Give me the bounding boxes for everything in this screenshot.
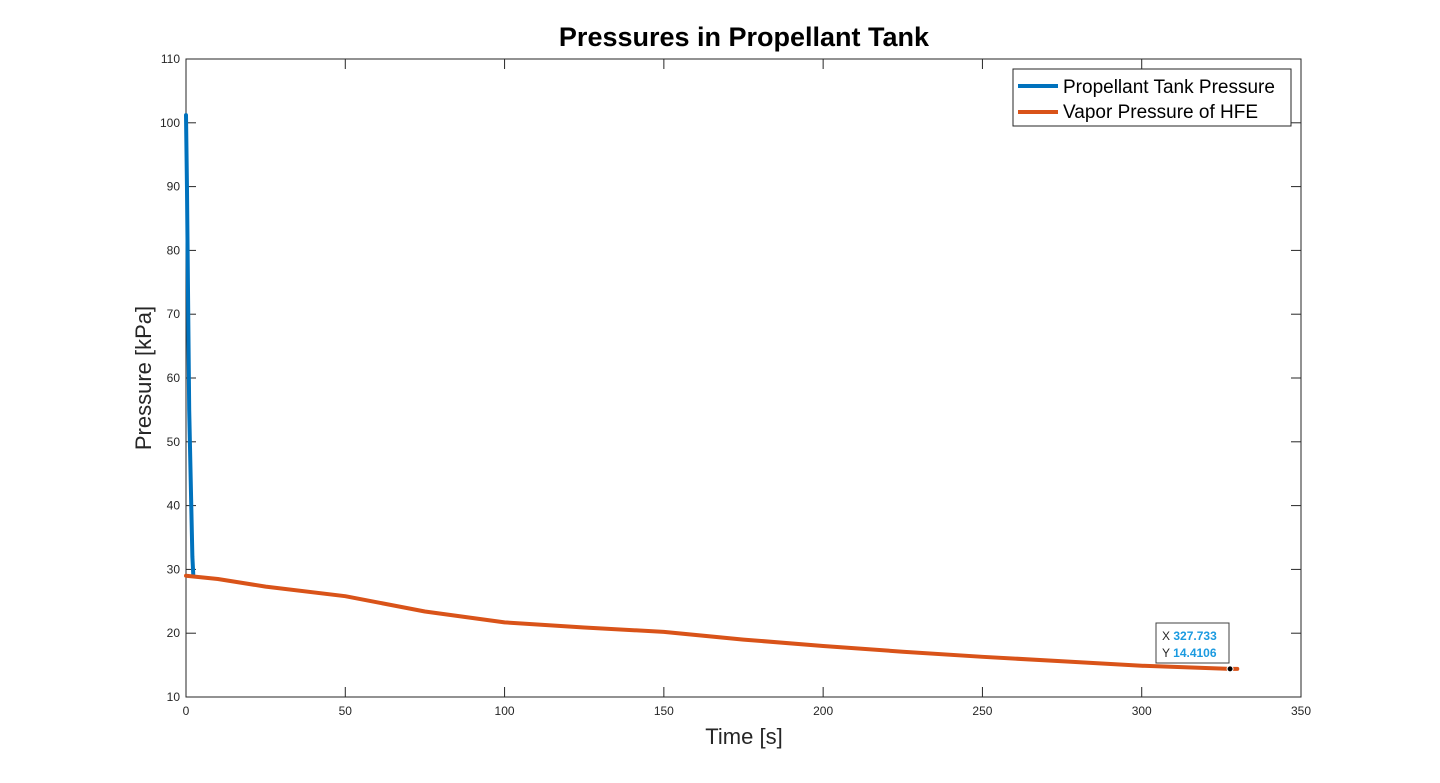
x-tick-label: 100 [495,704,515,718]
y-tick-label: 40 [167,499,181,513]
series-line-propellant-tank-pressure [184,113,196,578]
legend-label-propellant: Propellant Tank Pressure [1063,77,1275,98]
x-axis-label: Time [s] [705,724,782,749]
x-tick-label: 250 [972,704,992,718]
data-tip-x-label: X [1162,629,1170,643]
y-tick-label: 30 [167,562,181,576]
chart-title: Pressures in Propellant Tank [559,22,930,52]
legend: Propellant Tank Pressure Vapor Pressure … [1012,68,1292,127]
data-tip-y-label: Y [1162,646,1170,660]
y-tick-labels: 10 20 30 40 50 60 70 80 90 100 110 [160,52,180,704]
y-tick-label: 10 [167,690,181,704]
data-tip-marker [1226,665,1234,673]
x-tick-label: 0 [183,704,190,718]
data-tip-x-value: 327.733 [1173,629,1217,643]
x-tick-label: 300 [1132,704,1152,718]
y-tick-label: 80 [167,243,181,257]
data-tip[interactable]: X 327.733 Y 14.4106 [1155,622,1234,673]
data-tip-x: X 327.733 [1162,629,1217,643]
legend-box [1012,68,1292,127]
y-tick-label: 90 [167,180,181,194]
x-tick-label: 200 [813,704,833,718]
series-line-vapor-pressure-hfe [184,573,1240,671]
y-tick-label: 50 [167,435,181,449]
data-tip-y: Y 14.4106 [1162,646,1217,660]
y-tick-label: 100 [160,116,180,130]
y-tick-label: 110 [161,52,180,66]
series-layer [184,113,1240,671]
data-tip-y-value: 14.4106 [1173,646,1217,660]
y-axis-label: Pressure [kPa] [131,306,156,450]
x-tick-labels: 0 50 100 150 200 250 300 350 [183,704,1312,718]
y-tick-label: 70 [167,307,181,321]
x-tick-label: 350 [1291,704,1311,718]
legend-label-vapor: Vapor Pressure of HFE [1063,102,1258,123]
plot-area [185,58,1302,698]
x-tick-label: 150 [654,704,674,718]
y-tick-label: 60 [167,371,181,385]
y-tick-label: 20 [167,626,181,640]
data-tip-box [1155,622,1230,664]
x-tick-label: 50 [339,704,353,718]
